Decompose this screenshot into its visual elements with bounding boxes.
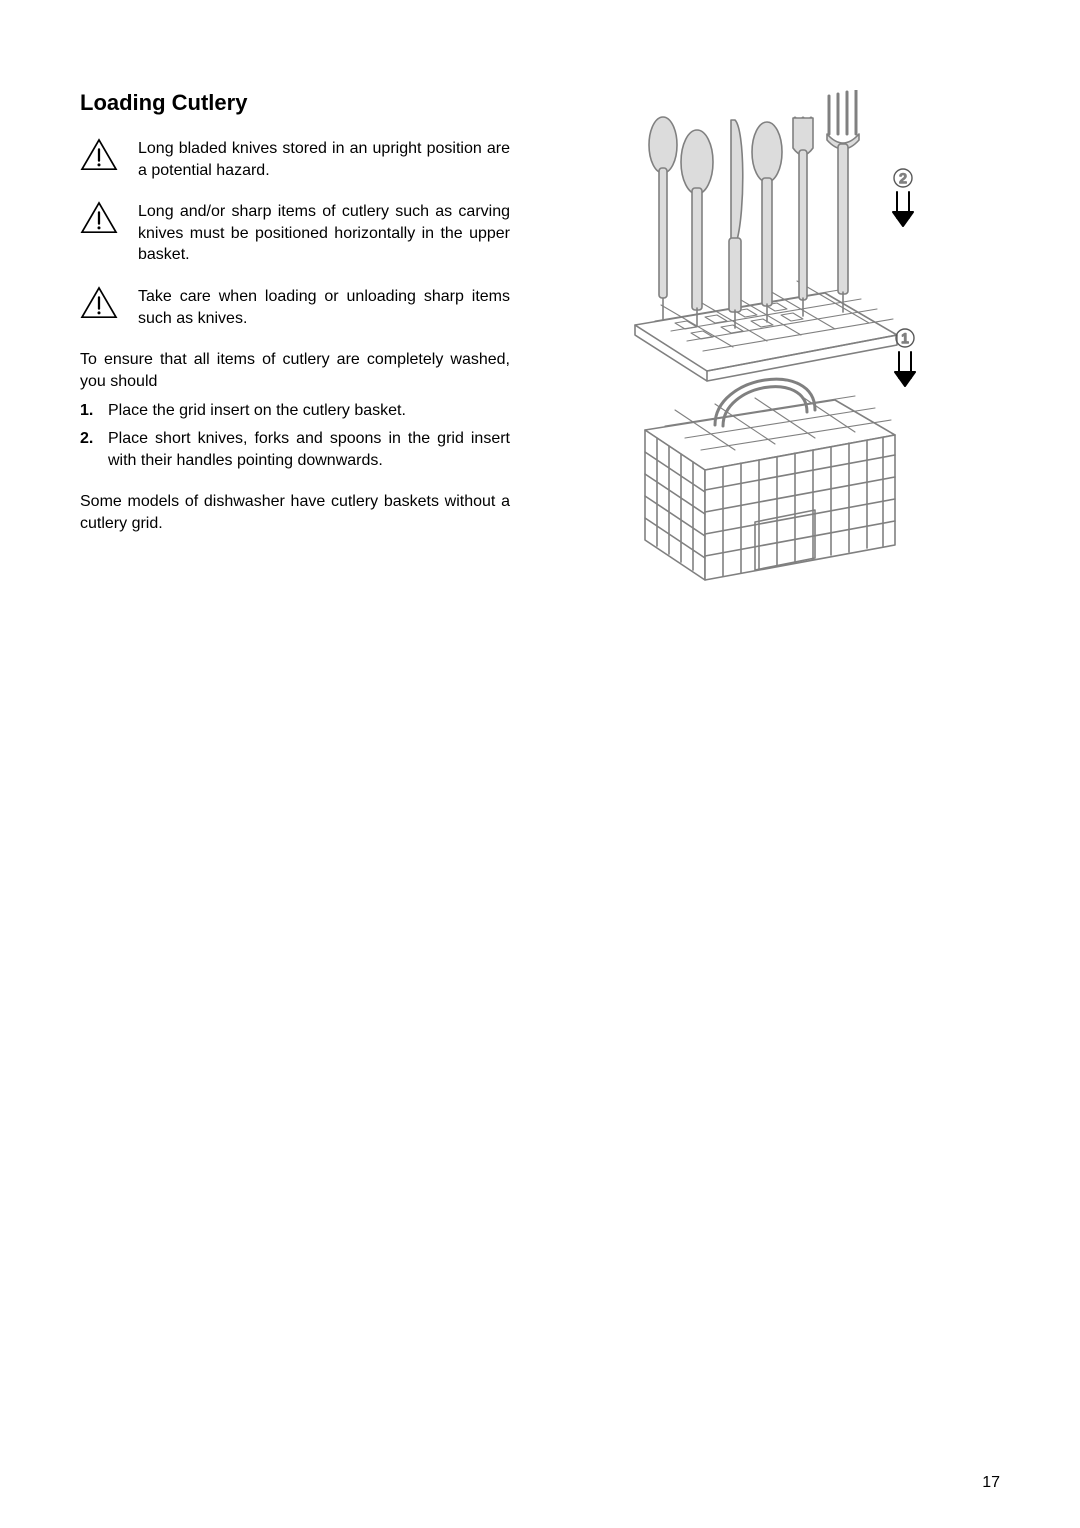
content-columns: Loading Cutlery Long bladed knives store…	[80, 90, 1000, 600]
manual-page: Loading Cutlery Long bladed knives store…	[0, 0, 1080, 1528]
warning-text: Long and/or sharp items of cutlery such …	[138, 201, 510, 266]
warning-icon	[80, 138, 118, 172]
text-column: Loading Cutlery Long bladed knives store…	[80, 90, 510, 600]
basket	[645, 379, 895, 580]
callout-label-2: 2	[899, 170, 907, 186]
page-number: 17	[982, 1474, 1000, 1492]
step-item: Place the grid insert on the cutlery bas…	[80, 400, 510, 422]
step-list: Place the grid insert on the cutlery bas…	[80, 400, 510, 471]
illustration-column: 2 1	[570, 90, 970, 600]
warning-item: Take care when loading or unloading shar…	[80, 286, 510, 329]
warning-item: Long bladed knives stored in an upright …	[80, 138, 510, 181]
section-heading: Loading Cutlery	[80, 90, 510, 116]
callout-2: 2	[893, 169, 913, 226]
warning-item: Long and/or sharp items of cutlery such …	[80, 201, 510, 266]
callout-label-1: 1	[901, 330, 909, 346]
step-item: Place short knives, forks and spoons in …	[80, 428, 510, 471]
note-paragraph: Some models of dishwasher have cutlery b…	[80, 491, 510, 534]
warning-text: Long bladed knives stored in an upright …	[138, 138, 510, 181]
warning-icon	[80, 286, 118, 320]
warning-icon	[80, 201, 118, 235]
cutlery-basket-illustration: 2 1	[605, 90, 935, 600]
callout-1: 1	[895, 329, 915, 386]
warning-text: Take care when loading or unloading shar…	[138, 286, 510, 329]
intro-paragraph: To ensure that all items of cutlery are …	[80, 349, 510, 392]
